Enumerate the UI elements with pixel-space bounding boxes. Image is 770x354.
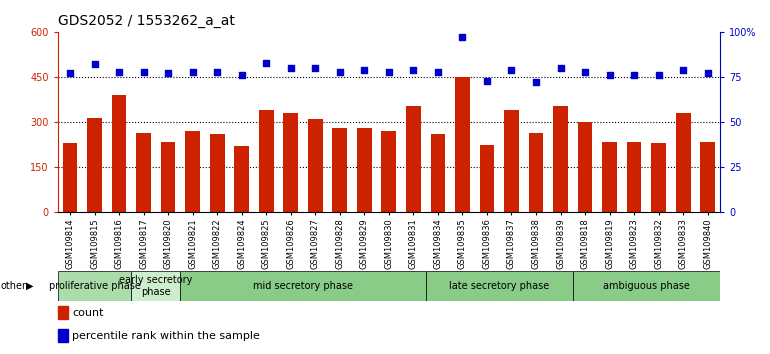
Bar — [333, 128, 347, 212]
Text: early secretory
phase: early secretory phase — [119, 275, 192, 297]
Bar — [186, 131, 200, 212]
Text: ▶: ▶ — [26, 281, 34, 291]
Point — [432, 69, 444, 74]
Bar — [209, 134, 225, 212]
Point — [358, 67, 370, 73]
Bar — [455, 77, 470, 212]
Point — [701, 70, 714, 76]
Point — [407, 67, 420, 73]
Bar — [573, 271, 720, 301]
Bar — [132, 271, 180, 301]
Bar — [58, 271, 132, 301]
Point — [604, 72, 616, 78]
Bar — [381, 131, 397, 212]
Text: ambiguous phase: ambiguous phase — [603, 281, 690, 291]
Text: GDS2052 / 1553262_a_at: GDS2052 / 1553262_a_at — [58, 14, 235, 28]
Point — [554, 65, 567, 71]
Bar — [676, 113, 691, 212]
Point — [480, 78, 493, 84]
Bar — [87, 118, 102, 212]
Point — [137, 69, 149, 74]
Bar — [406, 105, 420, 212]
Text: count: count — [72, 308, 104, 318]
Bar — [308, 119, 323, 212]
Point — [457, 34, 469, 40]
Point — [628, 72, 641, 78]
Bar — [430, 134, 445, 212]
Text: late secretory phase: late secretory phase — [449, 281, 549, 291]
Point — [211, 69, 223, 74]
Bar — [62, 143, 77, 212]
Bar — [529, 133, 544, 212]
Text: mid secretory phase: mid secretory phase — [253, 281, 353, 291]
Text: other: other — [1, 281, 27, 291]
Point — [579, 69, 591, 74]
Point — [505, 67, 517, 73]
Point — [530, 80, 542, 85]
Point — [333, 69, 346, 74]
Point — [186, 69, 199, 74]
Point — [383, 69, 395, 74]
Bar — [553, 105, 568, 212]
Bar — [602, 142, 617, 212]
Bar — [283, 113, 298, 212]
Bar — [58, 307, 68, 319]
Bar — [58, 330, 68, 342]
Point — [260, 60, 273, 65]
Bar — [627, 142, 641, 212]
Bar — [701, 142, 715, 212]
Point — [677, 67, 689, 73]
Point — [236, 72, 248, 78]
Bar — [161, 142, 176, 212]
Text: proliferative phase: proliferative phase — [49, 281, 140, 291]
Bar — [112, 95, 126, 212]
Bar — [426, 271, 573, 301]
Bar — [357, 128, 372, 212]
Point — [113, 69, 126, 74]
Point — [162, 70, 174, 76]
Bar — [504, 110, 519, 212]
Bar — [234, 146, 249, 212]
Point — [285, 65, 297, 71]
Point — [309, 65, 321, 71]
Point — [652, 72, 665, 78]
Bar — [651, 143, 666, 212]
Bar — [578, 122, 592, 212]
Bar — [136, 133, 151, 212]
Point — [64, 70, 76, 76]
Bar — [180, 271, 426, 301]
Point — [89, 62, 101, 67]
Text: percentile rank within the sample: percentile rank within the sample — [72, 331, 260, 341]
Bar — [480, 145, 494, 212]
Bar — [259, 110, 273, 212]
